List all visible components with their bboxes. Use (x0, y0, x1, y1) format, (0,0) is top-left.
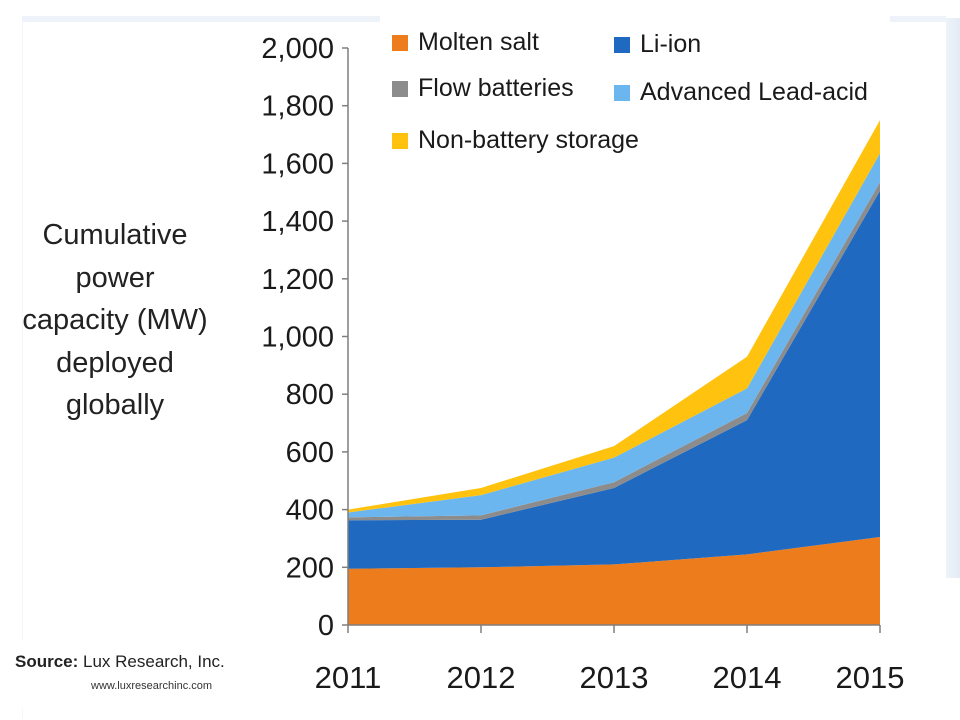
slide-left-band (0, 18, 23, 718)
legend-label: Li-ion (640, 30, 702, 58)
y-tick-label: 1,600 (261, 148, 334, 180)
x-axis-ticks: 2011 2012 2013 2014 2015 (315, 625, 905, 695)
y-tick-label: 800 (286, 379, 334, 411)
legend-item: Li-ion (614, 30, 701, 59)
area-molten-salt (348, 537, 880, 625)
area-non-battery-storage (348, 120, 880, 513)
source-box: Source: Lux Research, Inc. www.luxresear… (5, 640, 261, 708)
y-tick-label: 2,000 (261, 33, 334, 65)
legend-swatch (614, 84, 630, 101)
x-tick-label: 2014 (713, 660, 782, 695)
chart-areas (348, 120, 880, 625)
source-citation: Source: Lux Research, Inc. (15, 652, 225, 672)
source-label: Source: (15, 652, 79, 671)
x-tick-label: 2011 (315, 660, 382, 695)
slide-right-band (946, 18, 960, 578)
x-tick-label: 2013 (580, 660, 649, 695)
legend-label: Non-battery storage (418, 126, 639, 154)
slide-top-band (22, 16, 380, 22)
y-tick-label: 600 (286, 437, 334, 469)
y-axis-label: Cumulative power capacity (MW) deployed … (22, 219, 208, 421)
y-tick-label: 1,800 (261, 91, 334, 123)
legend-swatch (392, 80, 408, 97)
legend-label: Molten salt (418, 28, 539, 56)
y-tick-label: 0 (318, 610, 334, 642)
legend-swatch (614, 36, 630, 53)
legend-item: Flow batteries (392, 74, 574, 103)
source-url: www.luxresearchinc.com (91, 680, 213, 692)
y-tick-label: 1,000 (261, 322, 334, 354)
y-tick-label: 1,400 (261, 206, 334, 238)
source-text: Lux Research, Inc. (78, 652, 225, 671)
legend-label: Advanced Lead-acid (640, 78, 868, 106)
slide-top-band-right (890, 16, 946, 22)
legend-swatch (392, 34, 408, 51)
legend-swatch (392, 132, 408, 149)
area-li-ion (348, 190, 880, 569)
legend-item: Non-battery storage (392, 126, 639, 155)
x-tick-label: 2015 (836, 660, 905, 695)
y-axis-ticks: 0 200 400 600 800 1,000 1,200 1,400 1,600 1,800 2,… (261, 33, 348, 642)
legend-label: Flow batteries (418, 74, 574, 102)
legend-item: Molten salt (392, 28, 539, 57)
legend-item: Advanced Lead-acid (614, 78, 868, 107)
y-tick-label: 1,200 (261, 264, 334, 296)
x-tick-label: 2012 (447, 660, 516, 695)
y-tick-label: 200 (286, 552, 334, 584)
y-tick-label: 400 (286, 495, 334, 527)
